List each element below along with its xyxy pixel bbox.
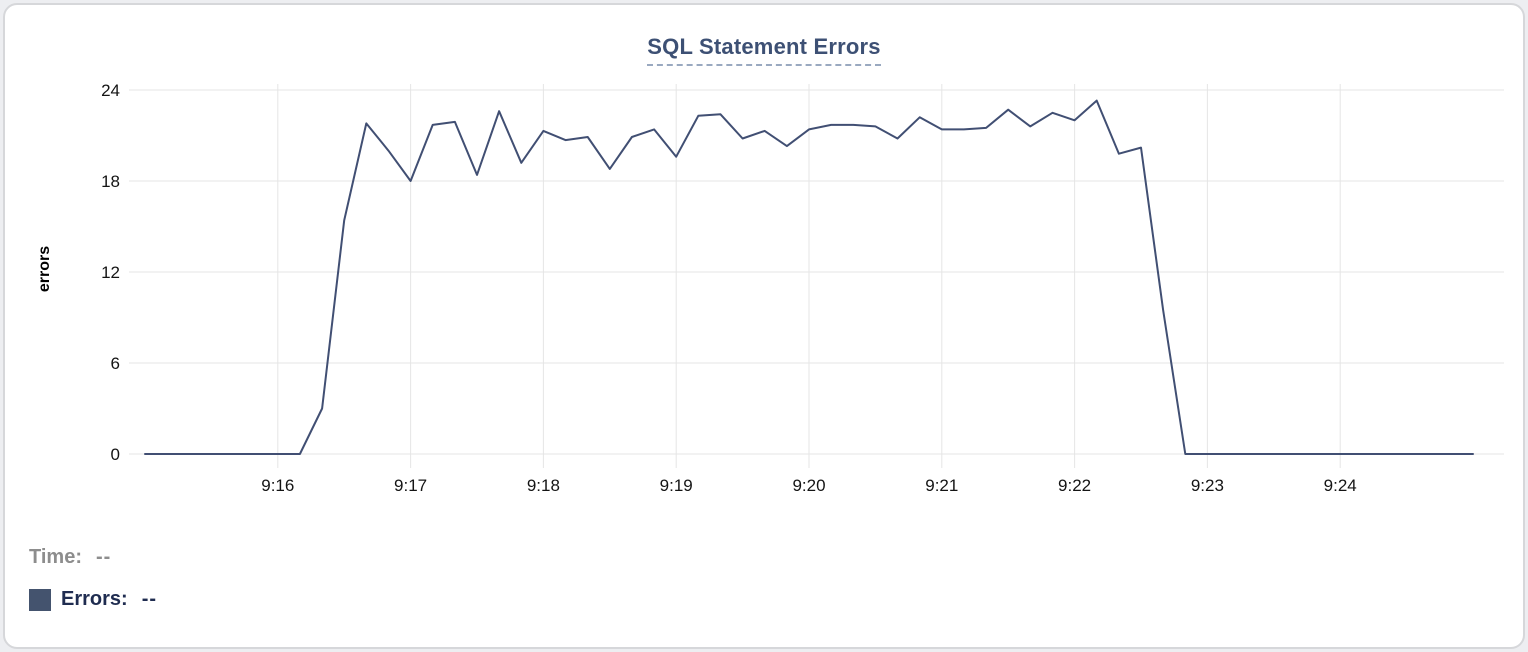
errors-legend-swatch [29,588,51,611]
y-tick-label: 6 [111,354,120,373]
time-value: -- [95,546,112,568]
x-tick-label: 9:18 [527,476,560,495]
errors-series-line [144,99,1474,455]
errors-value: -- [141,588,158,610]
x-tick-label: 9:21 [925,476,958,495]
x-tick-label: 9:24 [1324,476,1357,495]
chart-title-row: SQL Statement Errors [5,34,1523,66]
y-axis-label: errors [36,246,53,292]
errors-label: Errors: [61,588,128,610]
x-tick-label: 9:20 [792,476,825,495]
hover-time-readout: Time: -- [29,546,111,569]
x-tick-label: 9:22 [1058,476,1091,495]
sql-statement-errors-chart: 9:16 9:17 9:18 9:19 9:20 9:21 9:22 9:23 9:24 0 6 12… [36,81,1504,495]
chart-card: SQL Statement Errors 9:16 9:17 9:18 9:19 9:2… [3,3,1525,649]
x-tick-label: 9:23 [1191,476,1224,495]
x-tick-label: 9:19 [660,476,693,495]
legend-item-errors[interactable]: Errors: -- [29,588,157,611]
y-tick-label: 12 [101,263,120,282]
y-tick-label: 24 [101,81,120,100]
y-tick-label: 18 [101,172,120,191]
x-tick-label: 9:17 [394,476,427,495]
y-tick-label: 0 [111,445,120,464]
time-label: Time: [29,546,82,568]
x-tick-label: 9:16 [261,476,294,495]
chart-title-link[interactable]: SQL Statement Errors [647,34,881,66]
